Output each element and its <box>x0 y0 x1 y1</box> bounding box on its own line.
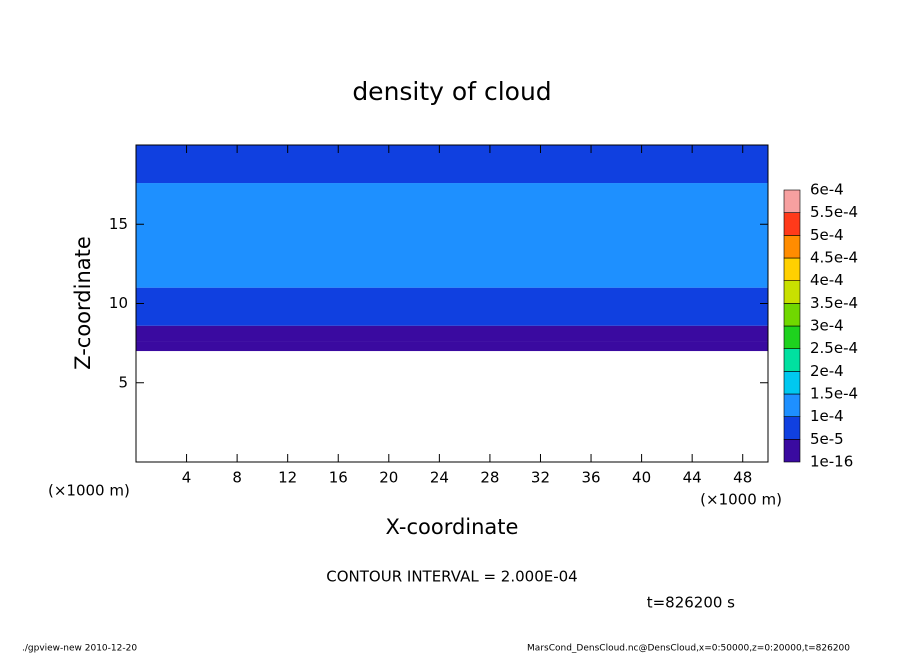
annotation: CONTOUR INTERVAL = 2.000E-04 <box>326 568 577 586</box>
y-tick-label: 5 <box>118 373 128 391</box>
x-tick-label: 48 <box>733 469 752 487</box>
x-tick-label: 28 <box>480 469 499 487</box>
x-tick-label: 12 <box>278 469 297 487</box>
y-tick-label: 10 <box>109 294 128 312</box>
footer-left: ./gpview-new 2010-12-20 <box>22 644 137 654</box>
colorbar-label: 3.5e-4 <box>810 294 858 312</box>
colorbar-label: 6e-4 <box>810 181 844 199</box>
colorbar-label: 1e-16 <box>810 453 853 471</box>
colorbar-box <box>783 189 801 213</box>
colorbar-label: 5e-4 <box>810 226 844 244</box>
colorbar-box <box>783 393 801 417</box>
colorbar-label: 3e-4 <box>810 317 844 335</box>
y-axis-label: Z-coordinate <box>71 236 95 370</box>
colorbar-label: 2e-4 <box>810 362 844 380</box>
x-tick-label: 8 <box>232 469 242 487</box>
x-tick-label: 44 <box>683 469 702 487</box>
colorbar-label: 4e-4 <box>810 271 844 289</box>
colorbar-box <box>783 257 801 281</box>
colorbar-label: 1e-4 <box>810 407 844 425</box>
contour-band <box>136 183 768 288</box>
x-tick-label: 20 <box>379 469 398 487</box>
contour-band <box>136 325 768 342</box>
y-tick-label: 15 <box>109 215 128 233</box>
colorbar-box <box>783 235 801 259</box>
time-label: t=826200 s <box>647 594 735 612</box>
x-tick-label: 16 <box>329 469 348 487</box>
colorbar-label: 4.5e-4 <box>810 249 858 267</box>
colorbar-box <box>783 348 801 372</box>
x-axis-label: X-coordinate <box>386 515 519 539</box>
colorbar-box <box>783 371 801 395</box>
x-tick-label: 4 <box>182 469 192 487</box>
colorbar-box <box>783 303 801 327</box>
footer-right: MarsCond_DensCloud.nc@DensCloud,x=0:5000… <box>527 644 850 654</box>
colorbar-label: 2.5e-4 <box>810 339 858 357</box>
x-tick-label: 24 <box>430 469 449 487</box>
colorbar-label: 5.5e-4 <box>810 203 858 221</box>
colorbar-label: 1.5e-4 <box>810 385 858 403</box>
colorbar-label: 5e-5 <box>810 430 844 448</box>
colorbar-box <box>783 280 801 304</box>
chart-title: density of cloud <box>352 77 551 106</box>
contour-band <box>136 145 768 184</box>
x-tick-label: 36 <box>581 469 600 487</box>
y-unit: (×1000 m) <box>48 482 130 500</box>
x-tick-label: 40 <box>632 469 651 487</box>
x-unit: (×1000 m) <box>700 491 782 509</box>
colorbar-box <box>783 325 801 349</box>
x-tick-label: 32 <box>531 469 550 487</box>
colorbar-box <box>783 212 801 236</box>
contour-band <box>136 341 768 352</box>
contour-band <box>136 287 768 326</box>
colorbar-box <box>783 439 801 463</box>
colorbar-box <box>783 416 801 440</box>
